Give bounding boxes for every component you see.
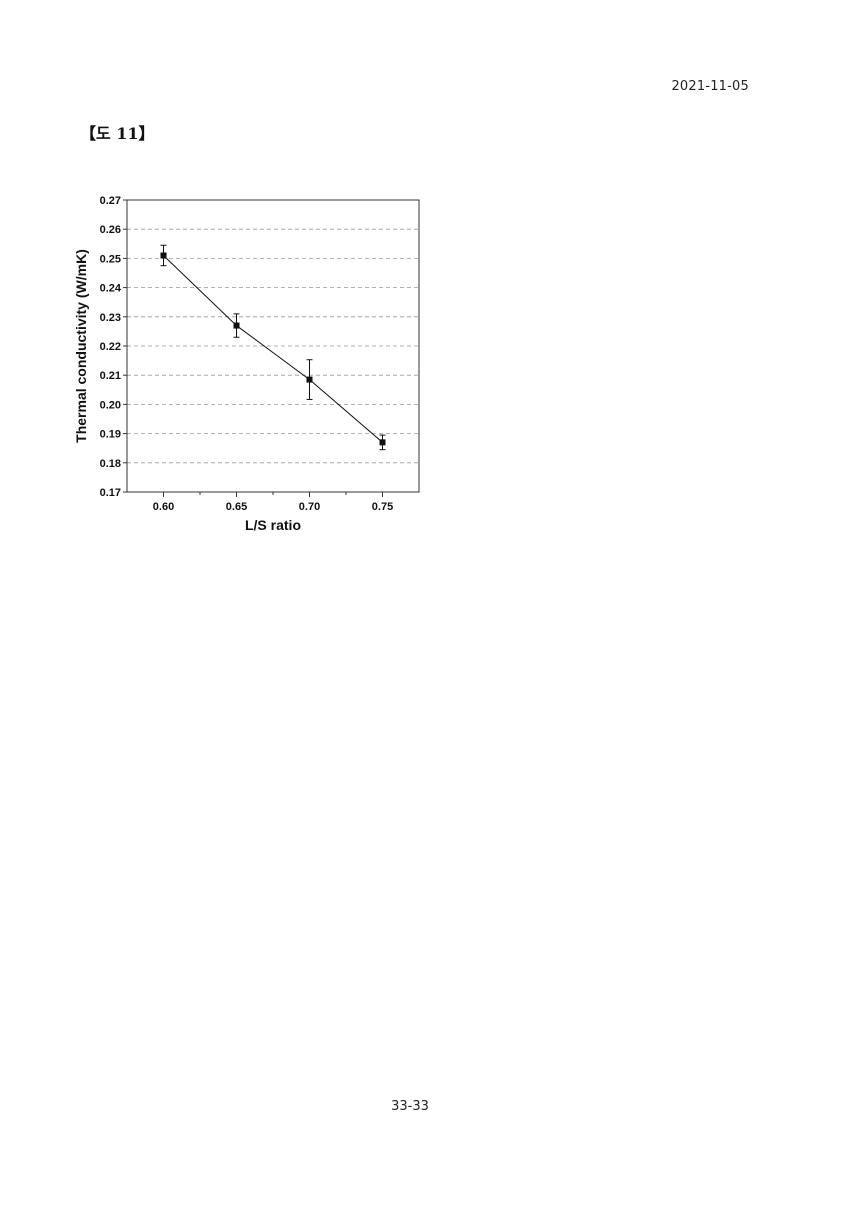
y-tick-label: 0.19 bbox=[100, 429, 121, 441]
figure-label: 【도 11】 bbox=[80, 124, 155, 143]
data-point bbox=[379, 439, 386, 446]
x-tick-label: 0.65 bbox=[226, 501, 247, 513]
grid-layer bbox=[127, 228, 419, 464]
y-tick-label: 0.25 bbox=[100, 253, 121, 265]
x-axis-label: L/S ratio bbox=[245, 517, 301, 533]
x-tick-label: 0.60 bbox=[153, 501, 174, 513]
y-tick-label: 0.18 bbox=[100, 458, 121, 470]
y-tick-label: 0.21 bbox=[100, 370, 121, 382]
data-layer bbox=[160, 244, 386, 451]
data-point bbox=[233, 322, 240, 329]
series-line bbox=[163, 255, 383, 443]
y-tick-label: 0.17 bbox=[100, 487, 121, 499]
y-tick-label: 0.23 bbox=[100, 312, 121, 324]
chart-svg: 0.17 0.18 0.19 0.20 0.21 0.22 0.23 0.24 0.25 0.26… bbox=[73, 195, 420, 533]
data-point bbox=[306, 376, 313, 383]
axis-layer: 0.17 0.18 0.19 0.20 0.21 0.22 0.23 0.24 0.25 0.26… bbox=[100, 195, 394, 513]
y-tick-label: 0.26 bbox=[100, 224, 121, 236]
y-tick-label: 0.20 bbox=[100, 399, 121, 411]
x-tick-label: 0.75 bbox=[372, 501, 393, 513]
y-tick-label: 0.24 bbox=[100, 283, 122, 295]
y-tick-label: 0.27 bbox=[100, 195, 121, 207]
y-axis-label: Thermal conductivity (W/mK) bbox=[73, 249, 89, 443]
data-point bbox=[160, 252, 167, 259]
page-number: 33-33 bbox=[391, 1099, 429, 1114]
document-date: 2021-11-05 bbox=[671, 79, 749, 94]
y-tick-label: 0.22 bbox=[100, 341, 121, 353]
x-tick-label: 0.70 bbox=[299, 501, 320, 513]
thermal-conductivity-chart: 0.17 0.18 0.19 0.20 0.21 0.22 0.23 0.24 0.25 0.26… bbox=[70, 185, 430, 540]
